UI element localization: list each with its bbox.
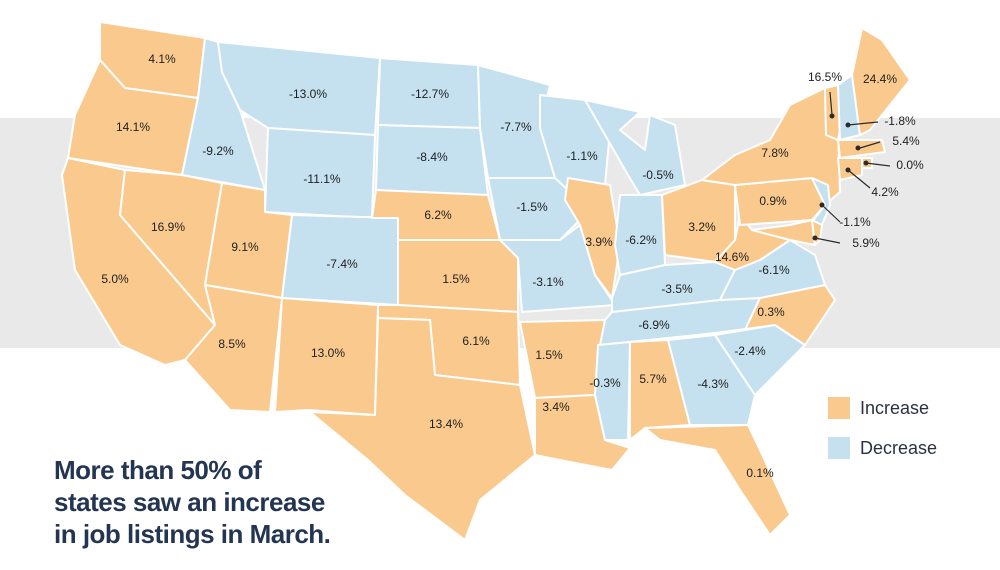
state-ms [594, 341, 631, 441]
state-label-or: 14.1% [116, 120, 150, 134]
state-label-al: 5.7% [639, 372, 667, 386]
state-label-ny: 7.8% [761, 146, 789, 160]
state-label-ma: 5.4% [892, 134, 920, 148]
state-label-wv: 14.6% [715, 250, 749, 264]
state-label-wi: -1.1% [566, 149, 598, 163]
state-label-nv: 16.9% [151, 220, 185, 234]
state-label-ok: 6.1% [462, 334, 490, 348]
legend-label-decrease: Decrease [860, 437, 938, 458]
state-label-ms: -0.3% [589, 376, 621, 390]
state-label-in: -6.2% [625, 233, 657, 247]
state-label-wy: -11.1% [303, 172, 340, 186]
legend-item-increase: Increase [828, 396, 937, 420]
state-label-nj: -1.1% [839, 215, 871, 229]
state-label-sc: -2.4% [734, 344, 766, 358]
decrease-swatch [828, 437, 850, 459]
state-tx [309, 317, 536, 541]
state-label-ri: 0.0% [896, 158, 924, 172]
state-ga [667, 334, 756, 426]
headline: More than 50% of states saw an increase … [54, 454, 354, 550]
state-label-va: -6.1% [758, 263, 790, 277]
state-label-vt: 16.5% [808, 70, 842, 84]
state-label-il: 3.9% [585, 235, 613, 249]
state-label-az: 8.5% [218, 337, 246, 351]
legend-label-increase: Increase [860, 397, 930, 418]
state-label-fl: 0.1% [746, 466, 774, 480]
state-label-mn: -7.7% [500, 120, 532, 134]
legend-item-decrease: Decrease [828, 436, 937, 460]
state-label-me: 24.4% [863, 72, 897, 86]
state-label-ia: -1.5% [516, 200, 548, 214]
state-label-id: -9.2% [202, 144, 234, 158]
state-label-nm: 13.0% [311, 346, 345, 360]
state-label-ne: 6.2% [424, 208, 452, 222]
state-label-oh: 3.2% [688, 220, 716, 234]
state-label-ut: 9.1% [231, 240, 259, 254]
state-label-nd: -12.7% [411, 87, 449, 101]
state-label-mo: -3.1% [532, 275, 564, 289]
state-label-ky: -3.5% [661, 282, 693, 296]
headline-line-2: states saw an increase [54, 487, 325, 517]
state-label-tn: -6.9% [638, 318, 670, 332]
state-il [564, 177, 621, 299]
increase-swatch [828, 397, 850, 419]
legend: Increase Decrease [828, 396, 937, 476]
state-label-co: -7.4% [326, 257, 358, 271]
state-label-ar: 1.5% [535, 348, 563, 362]
state-label-tx: 13.4% [429, 417, 463, 431]
state-nc [699, 284, 836, 346]
leader-lines [812, 91, 891, 244]
state-label-ca: 5.0% [101, 272, 129, 286]
state-label-md: 5.9% [852, 236, 880, 250]
state-label-nh: -1.8% [884, 114, 916, 128]
state-label-mi: -0.5% [642, 168, 674, 182]
state-mi [584, 99, 686, 196]
state-label-ga: -4.3% [697, 377, 729, 391]
state-label-ct: 4.2% [871, 185, 899, 199]
state-label-sd: -8.4% [416, 150, 448, 164]
state-fl [644, 424, 791, 536]
state-label-mt: -13.0% [289, 87, 327, 101]
state-label-wa: 4.1% [148, 52, 176, 66]
state-ks [397, 239, 519, 313]
headline-line-1: More than 50% of [54, 455, 262, 485]
state-label-la: 3.4% [542, 400, 570, 414]
state-me [851, 27, 911, 136]
state-label-nc: 0.3% [757, 305, 785, 319]
headline-line-3: in job listings in March. [54, 519, 331, 549]
state-label-pa: 0.9% [759, 194, 787, 208]
state-label-ks: 1.5% [442, 272, 470, 286]
